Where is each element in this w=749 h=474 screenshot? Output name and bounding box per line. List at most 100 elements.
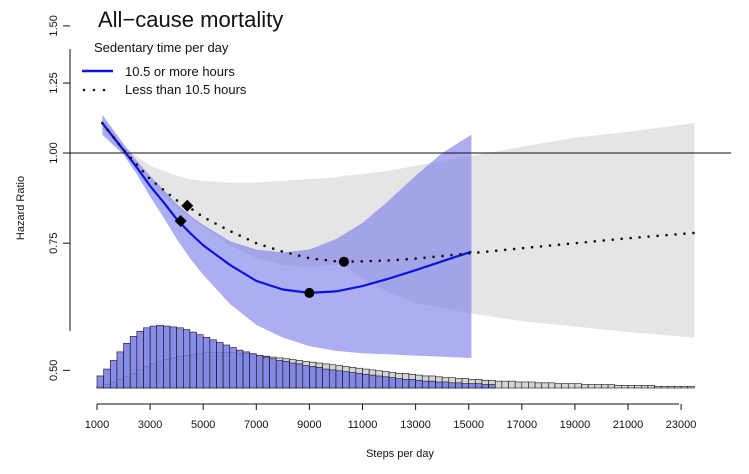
- histogram-bar: [541, 382, 549, 389]
- histogram-bar: [176, 327, 184, 389]
- histogram-bar: [455, 382, 463, 389]
- histogram-bar: [421, 380, 430, 389]
- histogram-bar: [96, 375, 104, 389]
- histogram-bar: [468, 383, 476, 389]
- histogram-bar: [255, 355, 264, 389]
- x-axis-title: Steps per day: [366, 448, 434, 460]
- histogram-bar: [149, 325, 158, 389]
- histogram-bar: [196, 334, 204, 389]
- histogram-bar: [382, 376, 390, 389]
- x-tick-label: 17000: [507, 419, 538, 431]
- x-tick-label: 21000: [613, 419, 644, 431]
- histogram-bar: [182, 329, 191, 389]
- histogram-bar: [189, 331, 197, 389]
- histogram-bar: [567, 383, 576, 389]
- y-tick-label: 1.50: [48, 15, 60, 36]
- histogram-bar: [289, 362, 297, 389]
- histogram-bar: [229, 347, 237, 389]
- histogram-bar: [302, 365, 310, 389]
- histogram-bar: [123, 342, 131, 389]
- x-tick-label: 9000: [297, 419, 321, 431]
- histogram-bar: [554, 383, 562, 389]
- diamond-marker: [181, 199, 194, 212]
- legend-label-low-sedentary: Less than 10.5 hours: [125, 82, 247, 97]
- histogram-bar: [408, 379, 416, 389]
- legend: Sedentary time per day 10.5 or more hour…: [82, 40, 247, 97]
- x-tick-label: 15000: [453, 419, 484, 431]
- histogram-bar: [163, 325, 171, 389]
- histogram-bar: [680, 385, 689, 389]
- histogram-bar: [627, 385, 635, 389]
- series-markers: [174, 199, 349, 298]
- histogram-bar: [634, 385, 642, 389]
- x-ticks: 1000 3000 5000 7000 9000 11000 13000 15000 17000…: [85, 404, 697, 431]
- histogram-bar: [269, 358, 277, 389]
- histogram-bar: [508, 380, 516, 389]
- histogram-bar: [667, 385, 675, 389]
- histogram-bar: [368, 374, 377, 389]
- histogram-bar: [614, 385, 622, 389]
- histogram-bar: [129, 336, 138, 389]
- histogram-bar: [640, 385, 649, 389]
- histogram-bar: [435, 381, 443, 389]
- histogram-bar: [242, 351, 250, 389]
- histogram-bar: [116, 351, 124, 389]
- histogram-bar: [514, 381, 523, 389]
- ci-band-high-sedentary: [102, 114, 472, 358]
- histogram-bar: [388, 377, 396, 389]
- histogram-bar: [674, 385, 682, 389]
- y-axis-title: Hazard Ratio: [15, 176, 27, 240]
- histogram-layer: [96, 324, 695, 389]
- series-lines: [101, 121, 696, 295]
- confidence-bands: [102, 114, 695, 358]
- histogram-bar: [103, 368, 111, 389]
- legend-label-high-sedentary: 10.5 or more hours: [125, 64, 235, 79]
- line-high-sedentary: [101, 122, 472, 295]
- x-tick-label: 13000: [400, 419, 431, 431]
- histogram-bar: [222, 344, 231, 389]
- chart-title: All−cause mortality: [98, 7, 283, 32]
- histogram-bar: [647, 385, 655, 389]
- histogram-bar: [402, 379, 410, 389]
- histogram-bar: [295, 363, 304, 389]
- circle-marker: [338, 256, 349, 267]
- histogram-bar: [362, 373, 370, 389]
- axes: [69, 49, 679, 405]
- x-tick-label: 19000: [560, 419, 591, 431]
- histogram-bar: [461, 383, 469, 389]
- histogram-bar: [448, 382, 456, 389]
- histogram-bar: [322, 368, 330, 389]
- y-tick-label: 0.75: [48, 232, 60, 253]
- histogram-bar: [236, 349, 244, 389]
- histogram-bar: [415, 379, 423, 389]
- histogram-bar: [309, 366, 317, 389]
- diamond-marker: [174, 215, 187, 228]
- y-tick-label: 0.50: [48, 360, 60, 381]
- histogram-bar: [169, 326, 177, 389]
- histogram-bar: [494, 380, 503, 389]
- histogram-bar: [581, 384, 589, 389]
- histogram-bar: [202, 336, 211, 389]
- circle-marker: [304, 287, 315, 298]
- histogram-bar: [143, 327, 151, 389]
- y-tick-label: 1.25: [48, 72, 60, 93]
- histogram-bar: [441, 381, 450, 389]
- histogram-bar: [574, 383, 582, 389]
- histogram-bar: [534, 382, 543, 389]
- x-tick-label: 7000: [244, 419, 268, 431]
- histogram-bar: [654, 385, 662, 389]
- histogram-bar: [475, 383, 483, 389]
- histogram-bar: [136, 330, 144, 389]
- histogram-bar: [262, 356, 270, 389]
- histogram-bar: [488, 384, 496, 389]
- histogram-bar: [329, 369, 337, 389]
- x-tick-label: 1000: [85, 419, 109, 431]
- histogram-bar: [621, 385, 629, 389]
- histogram-bar: [607, 384, 616, 389]
- x-tick-label: 23000: [666, 419, 697, 431]
- histogram-bar: [209, 339, 217, 389]
- histogram-bar: [528, 381, 536, 389]
- histogram-bar: [355, 373, 363, 389]
- histogram-bar: [521, 381, 529, 389]
